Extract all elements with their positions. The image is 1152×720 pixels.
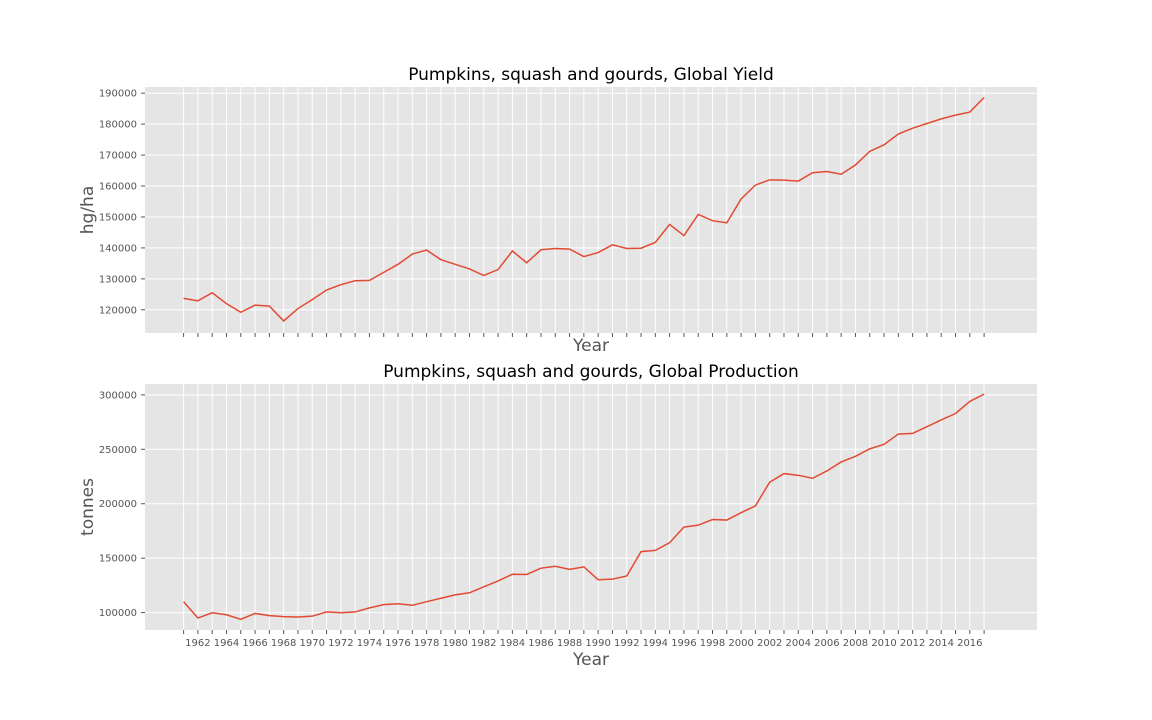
production-chart-title: Pumpkins, squash and gourds, Global Prod… [383,362,799,382]
yield-y-ticks: 120000 130000 140000 150000 160000 170000 1800… [99,89,145,316]
production-x-tick-label: 2016 [957,638,982,649]
yield-y-tick-label: 160000 [99,182,137,193]
production-x-tick-label: 1992 [614,638,639,649]
yield-grid [145,87,1037,333]
production-x-tick-label: 2012 [900,638,925,649]
production-x-tick-label: 1968 [271,638,296,649]
production-x-tick-label: 2010 [871,638,896,649]
production-x-tick-label: 1972 [328,638,353,649]
yield-y-tick-label: 140000 [99,243,137,254]
yield-chart: 120000 130000 140000 150000 160000 170000 1800… [78,65,1037,356]
production-x-tick-label: 1970 [300,638,325,649]
production-x-tick-label: 1966 [242,638,267,649]
yield-y-tick-label: 170000 [99,151,137,162]
production-x-tick-label: 1998 [700,638,725,649]
yield-x-axis-label: Year [572,336,609,356]
production-x-tick-label: 1978 [414,638,439,649]
yield-y-tick-label: 150000 [99,212,137,223]
yield-y-tick-label: 190000 [99,89,137,100]
production-y-tick-label: 300000 [99,390,137,401]
production-x-tick-label: 1982 [471,638,496,649]
production-x-tick-label: 2002 [757,638,782,649]
production-x-tick-label: 1984 [500,638,525,649]
production-y-tick-label: 250000 [99,445,137,456]
production-y-tick-label: 100000 [99,608,137,619]
yield-series-line [183,96,985,322]
production-x-tick-label: 1988 [557,638,582,649]
production-x-tick-label: 2006 [814,638,839,649]
production-x-tick-label: 1976 [385,638,410,649]
production-x-tick-label: 1980 [442,638,467,649]
production-x-tick-label: 2004 [786,638,811,649]
production-x-tick-label: 1986 [528,638,553,649]
yield-y-tick-label: 180000 [99,120,137,131]
production-x-tick-label: 1962 [185,638,210,649]
yield-plot-area [145,87,1037,333]
production-x-ticks: 1962 1964 1966 1968 1970 1972 1974 1976 1978 1980… [183,630,985,649]
production-x-tick-label: 1990 [585,638,610,649]
production-y-axis-label: tonnes [78,478,98,536]
yield-y-axis-label: hg/ha [78,186,98,235]
production-x-axis-label: Year [572,650,609,670]
production-x-tick-label: 1994 [643,638,668,649]
production-plot-area [145,384,1037,630]
production-x-tick-label: 1964 [214,638,239,649]
production-x-tick-label: 1996 [671,638,696,649]
yield-y-tick-label: 120000 [99,305,137,316]
production-x-tick-label: 2008 [843,638,868,649]
production-grid [145,384,1037,630]
production-x-tick-label: 2000 [728,638,753,649]
production-x-tick-label: 2014 [928,638,953,649]
yield-y-tick-label: 130000 [99,274,137,285]
yield-x-ticks [183,333,985,337]
yield-chart-title: Pumpkins, squash and gourds, Global Yiel… [408,65,774,85]
production-y-tick-label: 200000 [99,499,137,510]
production-series-line [183,393,985,621]
production-y-ticks: 100000 150000 200000 250000 300000 [99,390,145,619]
production-y-tick-label: 150000 [99,554,137,565]
production-x-tick-label: 1974 [357,638,382,649]
